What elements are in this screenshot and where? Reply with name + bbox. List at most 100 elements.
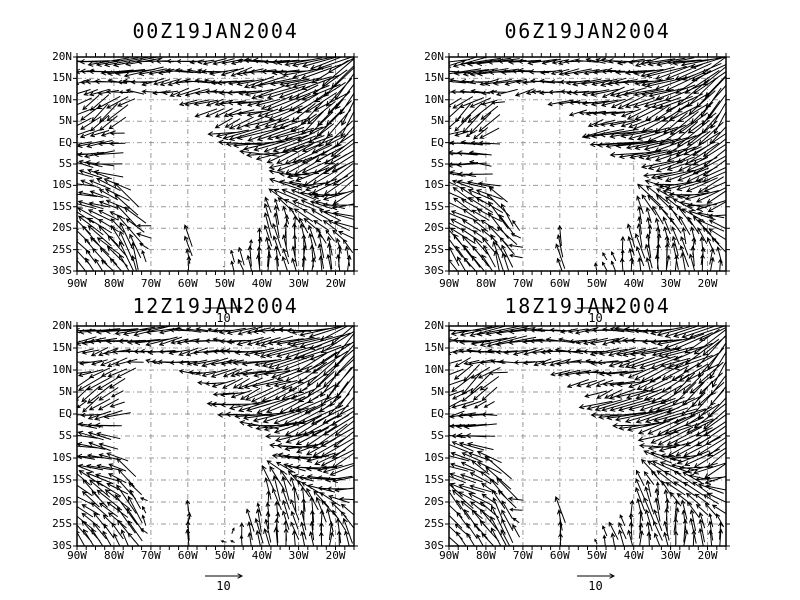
lat-tick-label: 20S	[424, 495, 444, 508]
quiver-plot	[445, 53, 730, 275]
quiver-plot	[73, 322, 358, 550]
reference-arrow	[204, 573, 243, 579]
reference-arrow-label: 10	[216, 311, 231, 325]
graticule-gridlines	[449, 57, 726, 271]
lon-tick-label: 20W	[697, 277, 718, 290]
lon-tick-label: 40W	[623, 549, 644, 562]
lat-tick-label: 5N	[58, 385, 72, 398]
lat-tick-label: 20S	[424, 221, 444, 235]
lat-tick-label: EQ	[58, 135, 72, 149]
lon-tick-label: 70W	[512, 277, 533, 290]
lat-tick-label: 20S	[52, 495, 72, 508]
lat-tick-label: 5N	[58, 114, 72, 128]
lat-tick-label: EQ	[58, 407, 72, 420]
lon-tick-label: 60W	[549, 277, 570, 290]
lon-tick-label: 20W	[325, 549, 346, 562]
lat-tick-label: 20N	[52, 319, 72, 332]
lat-tick-label: 5S	[430, 157, 444, 170]
lat-tick-label: 10S	[52, 178, 72, 192]
lon-tick-label: 70W	[512, 549, 533, 562]
lat-tick-label: 15S	[424, 199, 444, 213]
lat-tick-label: 20N	[52, 50, 72, 63]
lat-tick-label: 15N	[424, 71, 444, 85]
lat-tick-label: 10N	[52, 363, 72, 376]
panel-title: 12Z19JAN2004	[132, 294, 299, 318]
lat-tick-label: 15N	[424, 341, 444, 354]
lon-tick-label: 60W	[549, 549, 570, 562]
lon-tick-label: 20W	[697, 549, 718, 562]
lat-tick-label: 30S	[424, 539, 444, 552]
lon-tick-label: 80W	[103, 277, 124, 290]
axis-tick-marks	[445, 53, 730, 275]
lon-tick-label: 80W	[475, 277, 496, 290]
lon-tick-label: 70W	[140, 549, 161, 562]
lat-tick-label: 25S	[424, 242, 444, 256]
lon-tick-label: 40W	[251, 549, 272, 562]
reference-arrow-label: 10	[216, 579, 231, 593]
lat-tick-label: 15S	[424, 473, 444, 486]
reference-arrow-glyph	[204, 573, 243, 579]
lon-tick-label: 20W	[325, 277, 346, 290]
reference-arrow-glyph	[576, 305, 615, 311]
reference-arrow-label: 10	[588, 579, 603, 593]
lon-tick-label: 50W	[214, 549, 235, 562]
lat-tick-label: 10S	[424, 178, 444, 192]
lat-tick-label: 15S	[52, 473, 72, 486]
lat-tick-label: 10S	[52, 451, 72, 464]
lon-tick-label: 40W	[623, 277, 644, 290]
lat-tick-label: 20N	[424, 50, 444, 63]
panel-title: 18Z19JAN2004	[504, 294, 671, 318]
lon-tick-label: 90W	[439, 277, 459, 290]
lon-tick-label: 80W	[475, 549, 496, 562]
panel-title: 00Z19JAN2004	[132, 19, 299, 43]
lat-tick-label: 25S	[52, 517, 72, 530]
lon-tick-label: 80W	[103, 549, 124, 562]
reference-arrow	[576, 573, 615, 579]
lon-tick-label: 30W	[288, 277, 309, 290]
lat-tick-label: 30S	[424, 264, 444, 277]
lon-tick-label: 70W	[140, 277, 161, 290]
axis-tick-marks	[445, 322, 730, 550]
graticule-gridlines	[449, 326, 726, 546]
quiver-plot	[445, 322, 730, 550]
lat-tick-label: 5N	[430, 385, 444, 398]
lon-tick-label: 30W	[660, 549, 681, 562]
wind-arrows	[77, 57, 354, 271]
lat-tick-label: 20S	[52, 221, 72, 235]
reference-arrow-glyph	[204, 305, 243, 311]
lon-tick-label: 30W	[288, 549, 309, 562]
lat-tick-label: 5S	[58, 429, 72, 442]
panel-title: 06Z19JAN2004	[504, 19, 671, 43]
lon-tick-label: 90W	[67, 277, 87, 290]
lon-tick-label: 60W	[177, 549, 198, 562]
lon-tick-label: 90W	[67, 549, 87, 562]
lat-tick-label: 5N	[430, 114, 444, 128]
lat-tick-label: 30S	[52, 539, 72, 552]
lat-tick-label: 5S	[58, 157, 72, 170]
reference-arrow-label: 10	[588, 311, 603, 325]
wind-arrows	[77, 326, 354, 546]
lat-tick-label: 15S	[52, 199, 72, 213]
lat-tick-label: EQ	[430, 135, 444, 149]
lon-tick-label: 50W	[586, 277, 607, 290]
axis-tick-marks	[73, 322, 358, 550]
lon-tick-label: 50W	[214, 277, 235, 290]
lon-tick-label: 30W	[660, 277, 681, 290]
lon-tick-label: 50W	[586, 549, 607, 562]
graticule-gridlines	[77, 57, 354, 271]
wind-arrows	[449, 326, 726, 546]
lat-tick-label: EQ	[430, 407, 444, 420]
lat-tick-label: 30S	[52, 264, 72, 277]
wind-arrows	[449, 57, 726, 271]
lat-tick-label: 10N	[424, 92, 444, 106]
lon-tick-label: 40W	[251, 277, 272, 290]
lat-tick-label: 25S	[424, 517, 444, 530]
quiver-plot	[73, 53, 358, 275]
lat-tick-label: 20N	[424, 319, 444, 332]
lat-tick-label: 5S	[430, 429, 444, 442]
reference-arrow	[204, 305, 243, 311]
reference-arrow	[576, 305, 615, 311]
lon-tick-label: 60W	[177, 277, 198, 290]
lat-tick-label: 10N	[424, 363, 444, 376]
